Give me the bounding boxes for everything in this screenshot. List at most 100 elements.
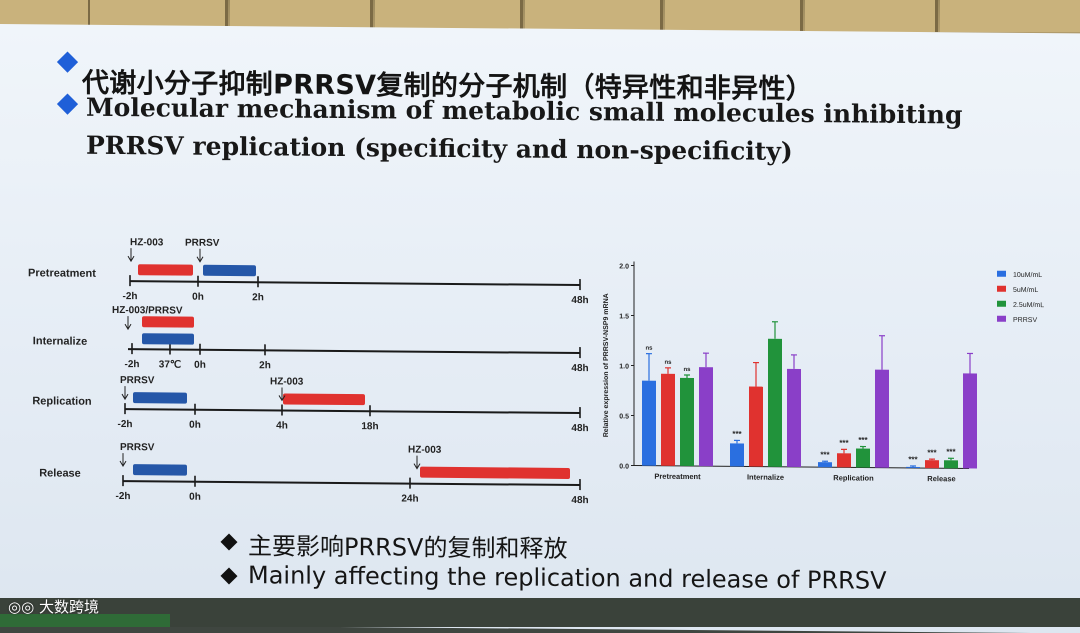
significance-label: *** [927, 448, 937, 457]
nsp9-bar-chart: 0.0 0.5 1.0 1.5 2.0 Relative expression of PR… [592, 251, 1072, 495]
bar [642, 381, 656, 466]
timeline-annotation: PRRSV [185, 238, 220, 249]
significance-label: *** [732, 429, 742, 438]
timeline-tick-label: 2h [252, 292, 264, 303]
treatment-bar [283, 393, 365, 405]
treatment-bar [203, 265, 256, 276]
timeline-row-label: Release [39, 467, 81, 479]
timeline-tick-label: 4h [276, 420, 288, 431]
bar [699, 367, 713, 466]
bullet-diamond-icon [57, 93, 78, 114]
legend-swatch [997, 316, 1006, 322]
timeline-tick-label: 48h [571, 363, 588, 374]
timeline-axis-line [125, 409, 580, 413]
timeline-row-label: Replication [32, 395, 92, 408]
wall-panel [940, 0, 1080, 32]
wall-panel [665, 0, 803, 32]
treatment-bar [133, 392, 187, 403]
timeline-annotation: PRRSV [120, 375, 155, 386]
bar [963, 373, 977, 468]
bar [787, 369, 801, 467]
legend-swatch [997, 286, 1006, 292]
timeline-axis-line [128, 349, 580, 353]
timeline-tick-label: 0h [194, 360, 206, 371]
timeline-tick-label: 0h [192, 292, 204, 303]
timeline-annotation: HZ-003 [270, 376, 304, 387]
legend-label: 2.5uM/mL [1013, 302, 1044, 309]
significance-label: *** [908, 455, 918, 464]
treatment-bar [133, 464, 187, 475]
y-tick-label: 0.0 [619, 463, 629, 470]
bar [875, 370, 889, 468]
x-tick-label: Internalize [747, 473, 784, 482]
timeline-tick-label: 2h [259, 360, 271, 371]
legend-label: 5uM/mL [1013, 287, 1038, 294]
legend-label: PRRSV [1013, 317, 1037, 324]
timeline-tick-label: 0h [189, 492, 201, 503]
bar [944, 460, 958, 468]
y-tick-label: 1.5 [619, 313, 629, 320]
bar [730, 443, 744, 466]
watermark-logo: ◎◎ 大数跨境 [8, 596, 99, 617]
timeline-tick-label: 0h [189, 420, 201, 431]
y-tick-label: 1.0 [619, 363, 629, 370]
treatment-bar [142, 316, 194, 327]
presentation-slide: 代谢小分子抑制PRRSV复制的分子机制（特异性和非异性） Molecular m… [0, 24, 1080, 633]
timeline-annotation: HZ-003/PRRSV [112, 305, 183, 317]
bar [925, 460, 939, 468]
x-tick-label: Replication [833, 473, 874, 482]
watermark-logo-icon: ◎◎ [8, 598, 39, 616]
bar [749, 387, 763, 467]
bullet-diamond-icon [221, 568, 238, 585]
timeline-annotation: HZ-003 [130, 237, 164, 248]
timeline-row-label: Pretreatment [28, 267, 96, 280]
significance-label: *** [839, 438, 849, 447]
slide-title-en-line2: PRRSV replication (specificity and non-s… [86, 131, 793, 166]
legend-swatch [997, 301, 1006, 307]
significance-label: *** [946, 447, 956, 456]
timeline-tick-label: 48h [571, 495, 588, 506]
legend-label: 10uM/mL [1013, 272, 1042, 279]
treatment-bar [420, 467, 570, 479]
timeline-tick-label: 18h [361, 421, 378, 432]
significance-label: ns [683, 367, 691, 373]
significance-label: *** [858, 435, 868, 444]
timeline-row-label: Internalize [33, 335, 87, 347]
significance-label: *** [820, 450, 830, 459]
timeline-tick-label: -2h [123, 291, 138, 302]
timeline-tick-label: -2h [118, 419, 133, 430]
treatment-bar [138, 264, 193, 275]
timeline-annotation: HZ-003 [408, 445, 442, 456]
summary-cn: 主要影响PRRSV的复制和释放 [248, 526, 567, 564]
timeline-tick-label: 24h [401, 494, 418, 505]
bar [680, 378, 694, 466]
significance-label: ns [664, 360, 672, 366]
y-tick-label: 0.5 [619, 413, 629, 420]
timeline-tick-label: 48h [571, 295, 588, 306]
timeline-tick-label: -2h [125, 359, 140, 370]
timeline-annotation: PRRSV [120, 442, 155, 453]
wall-panel [525, 0, 663, 32]
timeline-axis-line [123, 481, 580, 485]
timeline-tick-label: 48h [571, 423, 588, 434]
y-tick-label: 2.0 [619, 263, 629, 270]
timeline-tick-label: -2h [116, 491, 131, 502]
bar [906, 467, 920, 468]
experiment-timeline-diagram: Pretreatment -2h 0h 2h 48h HZ-003 PRRSV Interna… [20, 222, 595, 517]
significance-label: ns [645, 346, 653, 352]
bar [818, 462, 832, 467]
wall-panel [805, 0, 938, 32]
bullet-diamond-icon [221, 534, 238, 551]
bar [768, 339, 782, 467]
summary-en: Mainly affecting the replication and rel… [248, 561, 887, 595]
timeline-tick-label: 37℃ [159, 359, 181, 370]
legend-swatch [997, 271, 1006, 277]
bullet-diamond-icon [57, 51, 78, 72]
bar [837, 453, 851, 467]
bar [661, 374, 675, 466]
y-axis-label: Relative expression of PRRSV-NSP9 mRNA [603, 293, 610, 437]
x-tick-label: Pretreatment [654, 472, 701, 481]
bar [856, 448, 870, 467]
slide-title-en-line1: Molecular mechanism of metabolic small m… [86, 93, 962, 130]
watermark-text: 大数跨境 [39, 598, 99, 616]
